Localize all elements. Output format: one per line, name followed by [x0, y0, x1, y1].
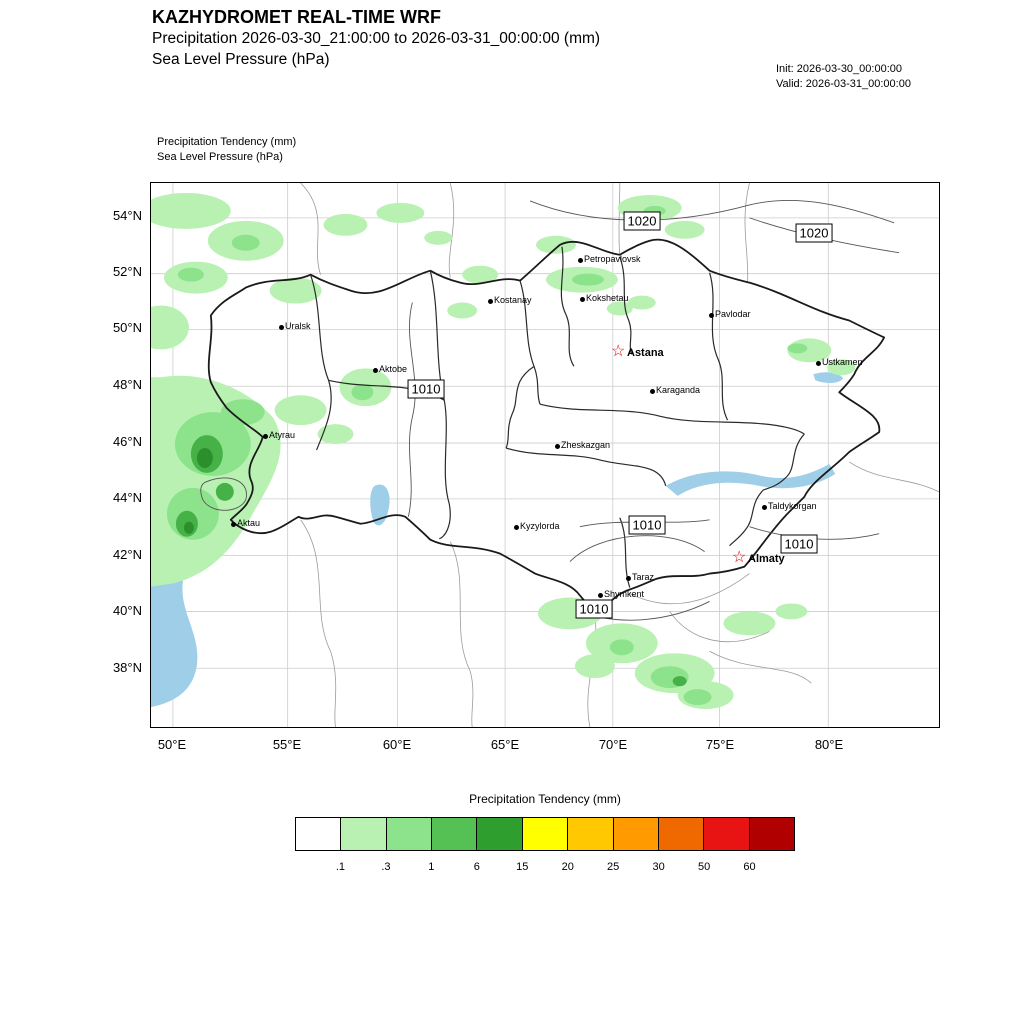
colorbar-cell [657, 817, 705, 851]
city-dot-icon [597, 592, 603, 598]
lat-tick-label: 44°N [112, 490, 142, 505]
colorbar-tick-label: 50 [697, 861, 711, 873]
city-label: Aktobe [379, 364, 408, 374]
colorbar-cell [703, 817, 750, 851]
city-dot-icon [577, 257, 583, 263]
colorbar-cell [567, 817, 614, 851]
lon-tick-label: 65°E [490, 737, 520, 752]
city-label: Pavlodar [715, 309, 751, 319]
pressure-label: 1010 [575, 599, 613, 619]
colorbar-title: Precipitation Tendency (mm) [469, 792, 621, 806]
pressure-label: 1020 [795, 223, 833, 243]
colorbar-tick-label: 1 [428, 861, 435, 873]
city-dot-icon [487, 298, 493, 304]
init-valid-block: Init: 2026-03-30_00:00:00 Valid: 2026-03… [776, 62, 911, 93]
map-frame [150, 182, 940, 728]
legend-precip-line: Precipitation Tendency (mm) [157, 136, 297, 148]
city-label: Kokshetau [586, 293, 629, 303]
lat-tick-label: 52°N [112, 264, 142, 279]
header: KAZHYDROMET REAL-TIME WRF Precipitation … [152, 6, 600, 70]
map-overlay: Petropavlovsk Kostanay Kokshetau Pavlodar Ur… [150, 182, 940, 728]
colorbar-tick-label: 30 [652, 861, 665, 873]
lat-tick-label: 42°N [112, 547, 142, 562]
lat-tick-label: 50°N [112, 320, 142, 335]
city-dot-icon [708, 312, 714, 318]
colorbar-tick-label: 60 [743, 861, 756, 873]
region-borders [310, 246, 805, 588]
city-dot-icon [262, 433, 268, 439]
colorbar-tick-label: .1 [335, 861, 346, 873]
city-label: Petropavlovsk [584, 254, 641, 264]
city-dot-icon [513, 524, 519, 530]
city-dot-icon [625, 575, 631, 581]
city-dot-icon [815, 360, 821, 366]
colorbar-cells [295, 817, 795, 851]
city-dot-icon [579, 296, 585, 302]
map-area: Petropavlovsk Kostanay Kokshetau Pavlodar Ur… [113, 182, 940, 752]
city-label: Taldykorgan [768, 501, 817, 511]
lake-zaysan [813, 372, 844, 384]
header-subtitle-precip: Precipitation 2026-03-30_21:00:00 to 202… [152, 30, 601, 48]
colorbar-tick-label: 15 [516, 861, 529, 873]
city-dot-icon [230, 521, 236, 527]
colorbar-cell [521, 817, 569, 851]
city-label: Almaty [748, 553, 785, 565]
lon-tick-label: 75°E [705, 737, 735, 752]
colorbar-cell [295, 817, 342, 851]
lake-balkhash [665, 463, 836, 496]
city-label: Shymkent [604, 589, 645, 599]
lat-tick-label: 40°N [112, 603, 142, 618]
lat-tick-label: 38°N [112, 660, 142, 675]
aral-sea [370, 484, 390, 526]
lon-tick-label: 55°E [272, 737, 302, 752]
page-title: KAZHYDROMET REAL-TIME WRF [152, 7, 441, 27]
city-label: Zheskazgan [561, 440, 611, 450]
lat-tick-label: 54°N [112, 208, 142, 223]
city-label: Taraz [632, 572, 655, 582]
city-star-icon: ☆ [611, 343, 626, 360]
pressure-label: 1020 [623, 211, 661, 231]
city-dot-icon [554, 443, 560, 449]
pressure-label: 1010 [780, 534, 818, 554]
pressure-label: 1010 [628, 515, 666, 535]
colorbar-cell [385, 817, 433, 851]
map-legend-text: Precipitation Tendency (mm) Sea Level Pr… [157, 135, 296, 166]
city-label: Uralsk [285, 321, 311, 331]
city-label: Atyrau [269, 430, 296, 440]
city-dot-icon [372, 367, 378, 373]
city-dot-icon [278, 324, 284, 330]
city-label: Aktau [237, 518, 261, 528]
city-star-icon: ☆ [732, 549, 747, 566]
colorbar-cell [476, 817, 523, 851]
valid-time: Valid: 2026-03-31_00:00:00 [776, 78, 911, 91]
lat-tick-label: 48°N [112, 377, 142, 392]
city-label: Ustkamen [822, 357, 863, 367]
init-time: Init: 2026-03-30_00:00:00 [776, 63, 902, 75]
city-label: Kyzylorda [520, 521, 560, 531]
colorbar-ticks: .1 .3 1 6 15 20 25 30 50 60 [295, 861, 795, 877]
colorbar-tick-label: 25 [607, 861, 620, 873]
city-dot-icon [761, 504, 767, 510]
neighbor-country-borders [300, 183, 939, 727]
colorbar-cell [340, 817, 387, 851]
lat-tick-label: 46°N [112, 434, 142, 449]
city-label: Astana [627, 347, 664, 359]
colorbar-cell [431, 817, 478, 851]
colorbar-tick-label: 20 [561, 861, 574, 873]
lon-tick-label: 80°E [814, 737, 844, 752]
colorbar-cell [748, 817, 795, 851]
colorbar-tick-label: .3 [381, 861, 391, 873]
lon-tick-label: 70°E [598, 737, 628, 752]
city-label: Kostanay [494, 295, 532, 305]
lon-tick-label: 50°E [157, 737, 187, 752]
legend-slp-line: Sea Level Pressure (hPa) [157, 151, 283, 164]
pressure-label: 1010 [407, 379, 445, 399]
lon-tick-label: 60°E [382, 737, 412, 752]
colorbar-tick-label: 6 [473, 861, 480, 873]
header-subtitle-slp: Sea Level Pressure (hPa) [152, 50, 330, 68]
country-border [207, 238, 886, 615]
city-dot-icon [649, 388, 655, 394]
colorbar-cell [612, 817, 659, 851]
city-label: Karaganda [656, 385, 701, 395]
